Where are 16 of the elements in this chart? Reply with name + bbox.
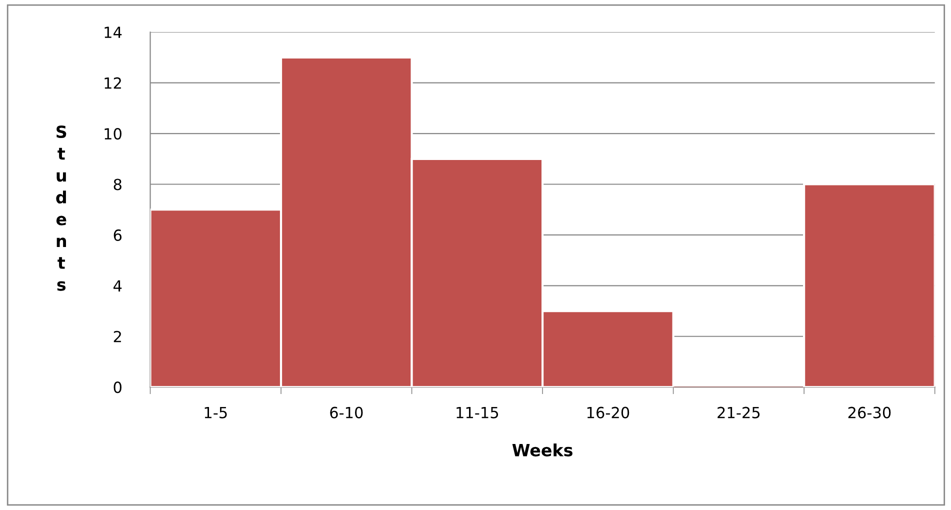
y-tick-label: 12 [104,77,121,89]
x-tick-label: 6-10 [330,406,363,418]
x-tick-label: 11-15 [456,407,498,418]
y-tick-label: 10 [104,128,122,140]
y-tick-label: 14 [104,26,122,38]
x-tick-label: 26-30 [848,406,891,418]
x-tick-label: 1-5 [204,407,227,418]
y-tick-label: 6 [114,229,122,241]
x-axis-title: Weeks [512,444,572,456]
y-tick-label: 2 [114,330,121,342]
x-tick-label: 16-20 [587,406,630,418]
x-tick-label: 21-25 [718,406,760,418]
y-tick-label: 8 [114,178,122,190]
y-tick-label: 0 [114,382,122,394]
y-axis-title: Students [56,125,66,291]
y-tick-label: 4 [114,280,122,292]
